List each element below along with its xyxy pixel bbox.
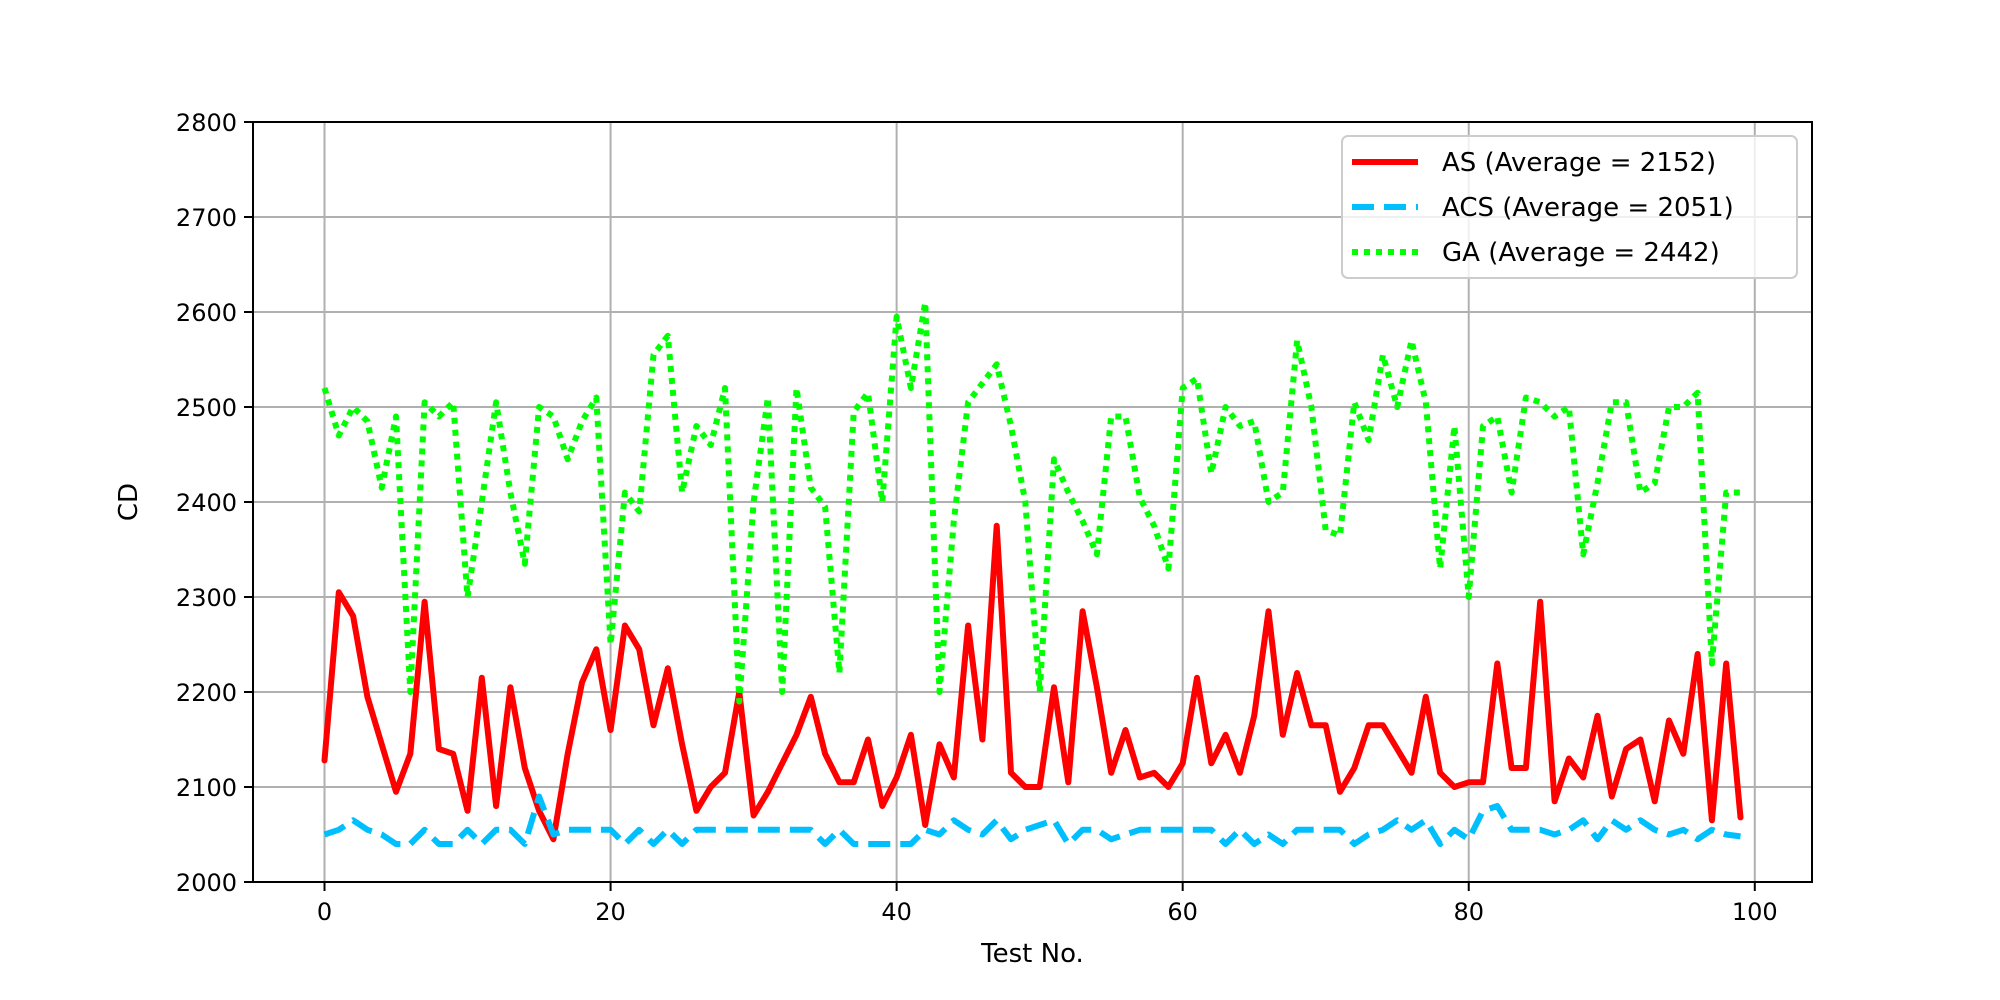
y-axis-label: CD [114, 483, 144, 521]
x-tick-label: 40 [881, 898, 912, 926]
x-tick-label: 60 [1167, 898, 1198, 926]
y-tick-label: 2700 [176, 204, 237, 232]
y-tick-label: 2300 [176, 584, 237, 612]
y-tick-label: 2500 [176, 394, 237, 422]
y-tick-label: 2200 [176, 679, 237, 707]
x-tick-label: 0 [317, 898, 332, 926]
plot-area [321, 299, 1744, 847]
series-line-2 [321, 299, 1741, 705]
legend: AS (Average = 2152) ACS (Average = 2051) G… [1341, 135, 1798, 279]
x-tick-label: 80 [1453, 898, 1484, 926]
legend-box [1341, 135, 1798, 279]
legend-label-0: AS (Average = 2152) [1442, 148, 1716, 178]
y-tick-label: 2000 [176, 869, 237, 897]
series-line-1 [323, 793, 1741, 847]
x-axis-label: Test No. [980, 939, 1084, 969]
axis-ticks: 0 20 40 60 80 100 2000 2100 2200 2300 2400 2500 2600… [176, 109, 1778, 926]
x-tick-label: 100 [1732, 898, 1778, 926]
y-tick-label: 2400 [176, 489, 237, 517]
legend-label-1: ACS (Average = 2051) [1442, 193, 1734, 223]
y-tick-label: 2100 [176, 774, 237, 802]
y-tick-label: 2600 [176, 299, 237, 327]
series-layer [321, 299, 1744, 847]
series-line-0 [321, 522, 1744, 843]
y-tick-label: 2800 [176, 109, 237, 137]
legend-label-2: GA (Average = 2442) [1442, 238, 1720, 268]
x-tick-label: 20 [595, 898, 626, 926]
